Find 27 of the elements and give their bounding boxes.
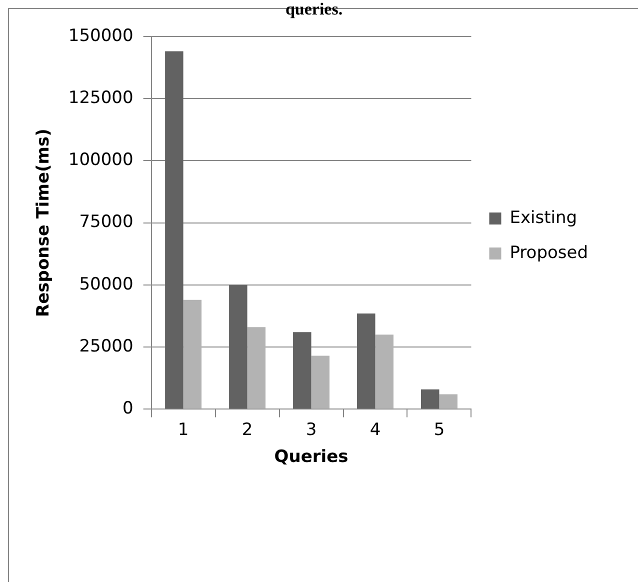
legend-label: Proposed (510, 242, 588, 263)
bar (311, 356, 330, 409)
bar (375, 334, 394, 409)
y-tick-label: 100000 (68, 150, 134, 170)
x-tick-label: 4 (370, 420, 381, 440)
bar (293, 332, 312, 409)
bar (229, 284, 248, 409)
chart-title: queries. (285, 0, 343, 19)
y-tick-label: 50000 (79, 274, 134, 294)
y-tick-label: 0 (122, 398, 134, 419)
x-tick-label: 1 (178, 420, 189, 440)
x-axis-title: Queries (274, 447, 348, 468)
x-tick-label: 5 (434, 420, 445, 440)
bar (165, 51, 184, 409)
bar (357, 314, 376, 409)
x-tick-label: 3 (306, 420, 317, 440)
bar (439, 394, 458, 409)
bar (247, 327, 266, 409)
y-tick-label: 125000 (68, 88, 134, 108)
legend-label: Existing (510, 208, 578, 228)
y-tick-label: 25000 (79, 336, 134, 356)
x-tick-label: 2 (242, 420, 253, 440)
bar (183, 300, 202, 409)
y-axis-title: Response Time(ms) (34, 128, 54, 317)
y-tick-label: 150000 (68, 26, 134, 46)
bar (421, 389, 440, 409)
y-tick-label: 75000 (79, 212, 134, 232)
